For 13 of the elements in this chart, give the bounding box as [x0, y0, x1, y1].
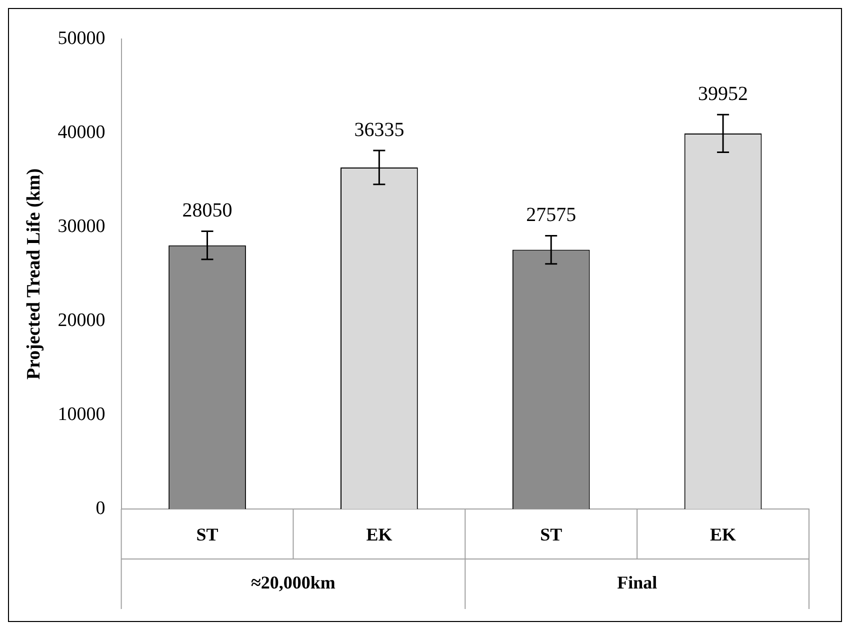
y-tick-label: 10000 [58, 404, 106, 425]
y-tick-label: 40000 [58, 122, 106, 143]
data-label: 39952 [698, 82, 748, 105]
text: ≈20,000km [251, 572, 336, 593]
y-axis-title: Projected Tread Life (km) [23, 168, 44, 380]
y-tick-label: 30000 [58, 216, 106, 237]
data-label: 28050 [182, 199, 232, 222]
y-tick-label: 20000 [58, 310, 106, 331]
y-tick-label: 50000 [58, 28, 106, 49]
data-label: 27575 [526, 204, 576, 226]
text: Final [617, 572, 658, 593]
data-label: 36335 [354, 118, 404, 141]
y-tick-label: 0 [96, 498, 106, 519]
